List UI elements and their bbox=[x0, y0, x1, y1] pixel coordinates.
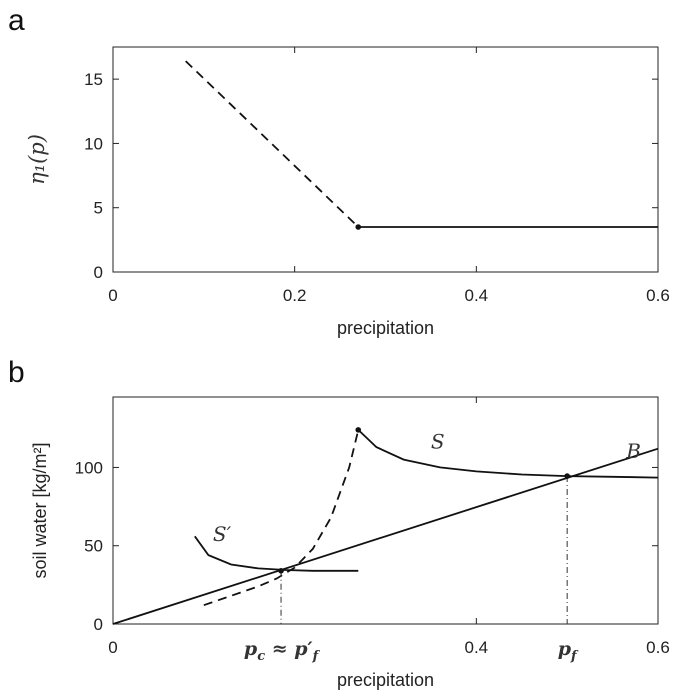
data-point bbox=[355, 224, 362, 230]
panel-letter-b: b bbox=[8, 356, 25, 389]
y-axis-label: η₁(p) bbox=[25, 134, 49, 185]
x-axis-label: precipitation bbox=[337, 670, 434, 690]
curve-label: B bbox=[625, 439, 641, 463]
y-tick-label: 100 bbox=[75, 458, 103, 477]
y-axis-label: soil water [kg/m²] bbox=[30, 442, 50, 578]
curve-label: S′ bbox=[213, 522, 232, 546]
data-point bbox=[564, 473, 570, 479]
y-tick-label: 5 bbox=[94, 199, 103, 218]
data-point bbox=[278, 567, 284, 574]
series-line-s-prime bbox=[194, 535, 359, 572]
y-tick-label: 0 bbox=[94, 263, 103, 282]
series-line-s bbox=[357, 429, 659, 479]
x-tick-label: 0 bbox=[108, 638, 117, 657]
series-line-dashed-2 bbox=[203, 429, 360, 607]
x-tick-label: 0.6 bbox=[646, 638, 670, 657]
x-tick-label: 0.6 bbox=[646, 286, 670, 305]
series-line-dashed-0 bbox=[185, 60, 359, 228]
plot-frame-a bbox=[112, 46, 659, 273]
data-point bbox=[355, 427, 362, 433]
x-tick-label: 0.2 bbox=[283, 286, 307, 305]
y-tick-label: 15 bbox=[84, 70, 103, 89]
x-tick-label: 0 bbox=[108, 286, 117, 305]
y-tick-label: 0 bbox=[94, 615, 103, 634]
y-tick-label: 10 bbox=[84, 134, 103, 153]
plot-frame-b bbox=[112, 396, 659, 625]
panel-letter-a: a bbox=[8, 4, 25, 37]
x-tick-math-label: pc ≈ p′f bbox=[244, 638, 321, 664]
x-axis-label: precipitation bbox=[337, 318, 434, 338]
y-tick-label: 50 bbox=[84, 537, 103, 556]
x-tick-math-label: pf bbox=[558, 638, 579, 664]
x-tick-label: 0.4 bbox=[465, 638, 489, 657]
curve-label: S bbox=[431, 430, 445, 454]
x-tick-label: 0.4 bbox=[465, 286, 489, 305]
